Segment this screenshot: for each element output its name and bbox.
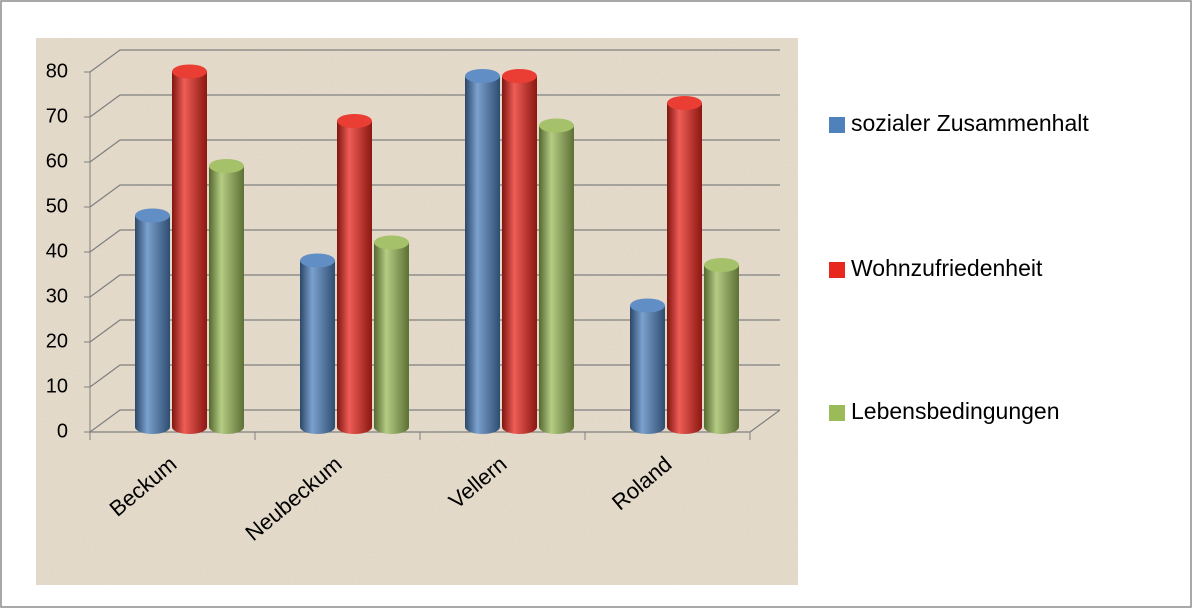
bar-top — [630, 298, 665, 313]
legend-label: sozialer Zusammenhalt — [851, 110, 1089, 136]
bar — [502, 69, 537, 435]
bar-body — [465, 76, 500, 435]
bar-body — [502, 76, 537, 435]
bar — [465, 69, 500, 435]
legend-label: Lebensbedingungen — [851, 398, 1059, 424]
bar-top — [539, 118, 574, 133]
bar-top — [172, 64, 207, 79]
bar — [300, 253, 335, 435]
bar-body — [172, 71, 207, 435]
y-tick-label: 50 — [46, 195, 68, 217]
bars — [135, 64, 739, 435]
bar-top — [209, 159, 244, 173]
y-tick-label: 10 — [46, 375, 68, 397]
bar-top — [374, 235, 409, 250]
bar-body — [337, 121, 372, 435]
legend-label: Wohnzufriedenheit — [851, 255, 1043, 281]
bar-top — [502, 69, 537, 83]
bar-body — [630, 305, 665, 435]
bar — [337, 114, 372, 435]
bar-top — [135, 208, 170, 223]
y-tick-label: 0 — [57, 420, 68, 442]
bar-top — [337, 114, 372, 128]
bar-body — [209, 166, 244, 435]
legend-swatch — [829, 117, 845, 133]
legend-swatch — [829, 262, 845, 278]
grid-line — [89, 94, 780, 118]
bar — [539, 118, 574, 435]
bar-top — [704, 258, 739, 272]
bar — [630, 298, 665, 435]
bar-body — [539, 125, 574, 435]
bar — [209, 159, 244, 435]
bar-body — [667, 103, 702, 435]
bar-body — [300, 260, 335, 435]
bar-body — [704, 265, 739, 435]
bar-top — [667, 96, 702, 110]
bar-top — [300, 253, 335, 268]
bar-body — [374, 242, 409, 435]
bar — [704, 258, 739, 435]
bar-top — [465, 69, 500, 83]
bar — [135, 208, 170, 435]
bar-body — [135, 215, 170, 435]
grid-line — [89, 49, 780, 73]
y-tick-label: 20 — [46, 330, 68, 352]
bar — [374, 235, 409, 435]
legend-swatch — [829, 405, 845, 421]
bar — [172, 64, 207, 435]
y-tick-label: 80 — [46, 60, 68, 82]
y-tick-label: 40 — [46, 240, 68, 262]
bar — [667, 96, 702, 435]
y-tick-label: 60 — [46, 150, 68, 172]
y-tick-label: 70 — [46, 105, 68, 127]
y-tick-label: 30 — [46, 285, 68, 307]
